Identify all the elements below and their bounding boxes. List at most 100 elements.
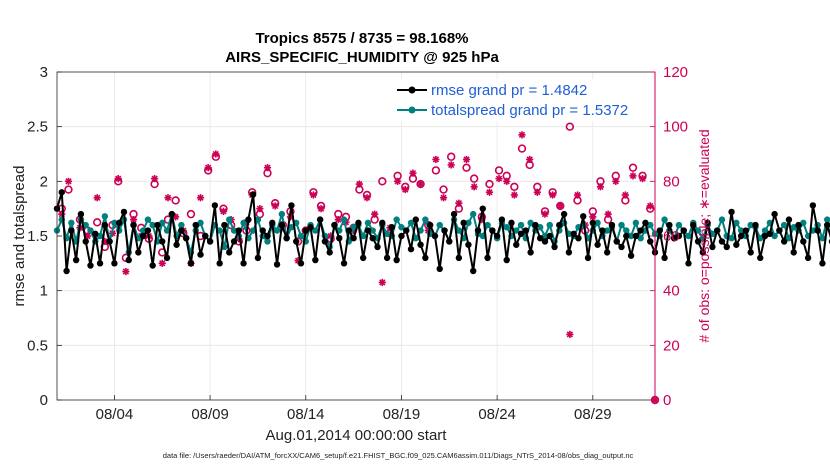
rmse-point bbox=[656, 227, 663, 234]
totalspread-point bbox=[249, 227, 257, 234]
totalspread-point bbox=[503, 224, 510, 231]
totalspread-point bbox=[623, 227, 630, 234]
obs-evaluated-point bbox=[212, 150, 220, 158]
obs-evaluated-point bbox=[566, 330, 574, 338]
rmse-point bbox=[680, 227, 687, 234]
totalspread-point bbox=[96, 232, 104, 240]
y2-tick-label: 40 bbox=[663, 283, 680, 300]
obs-evaluated-point bbox=[455, 199, 463, 207]
rmse-point bbox=[135, 249, 142, 256]
obs-evaluated-point bbox=[510, 191, 518, 199]
obs-evaluated-point bbox=[470, 183, 478, 191]
y2-tick-label: 0 bbox=[663, 392, 671, 409]
legend-totalspread-label: totalspread grand pr = 1.5372 bbox=[431, 102, 628, 119]
obs-evaluated-point bbox=[363, 194, 371, 202]
rmse-point bbox=[192, 221, 199, 229]
rmse-point bbox=[446, 238, 453, 245]
totalspread-point bbox=[675, 221, 683, 229]
legend-rmse-label: rmse grand pr = 1.4842 bbox=[431, 82, 587, 99]
totalspread-point bbox=[159, 219, 166, 227]
totalspread-point bbox=[618, 221, 625, 229]
rmse-point bbox=[154, 221, 161, 229]
obs-possible-point bbox=[565, 122, 575, 131]
obs-possible-point bbox=[485, 179, 494, 189]
obs-possible-point bbox=[510, 182, 519, 192]
rmse-point bbox=[565, 249, 573, 256]
rmse-point bbox=[101, 221, 109, 229]
rmse-point bbox=[690, 221, 697, 229]
rmse-point bbox=[412, 216, 419, 223]
y-tick-label: 0.5 bbox=[27, 337, 48, 354]
obs-evaluated-point bbox=[629, 172, 637, 180]
rmse-point bbox=[149, 262, 156, 269]
totalspread-point bbox=[288, 224, 295, 231]
totalspread-point bbox=[230, 227, 238, 234]
rmse-point bbox=[465, 241, 472, 248]
rmse-point bbox=[608, 221, 616, 229]
rmse-point bbox=[96, 260, 104, 267]
rmse-point bbox=[316, 216, 324, 223]
rmse-point bbox=[713, 227, 721, 234]
obs-evaluated-point bbox=[604, 210, 612, 218]
rmse-point bbox=[173, 241, 180, 248]
rmse-point bbox=[603, 249, 611, 256]
rmse-point bbox=[819, 260, 826, 267]
rmse-point bbox=[350, 234, 357, 242]
totalspread-point bbox=[761, 227, 769, 234]
obs-evaluated-point bbox=[573, 191, 582, 199]
rmse-point bbox=[182, 234, 190, 242]
rmse-point bbox=[340, 260, 348, 267]
rmse-point bbox=[613, 238, 620, 245]
obs-possible-point bbox=[469, 174, 479, 183]
totalspread-point bbox=[685, 232, 692, 240]
obs-evaluated-point bbox=[416, 180, 425, 188]
rmse-point bbox=[92, 230, 99, 238]
rmse-point bbox=[685, 260, 692, 267]
obs-possible-point bbox=[462, 163, 471, 172]
obs-evaluated-point bbox=[503, 177, 511, 185]
rmse-point bbox=[230, 238, 238, 245]
totalspread-point bbox=[747, 221, 754, 229]
rmse-point bbox=[106, 238, 113, 245]
rmse-point bbox=[709, 243, 716, 251]
rmse-point bbox=[63, 267, 70, 275]
rmse-point bbox=[288, 202, 295, 209]
rmse-point bbox=[694, 238, 702, 245]
rmse-point bbox=[814, 227, 821, 234]
rmse-point bbox=[498, 216, 506, 223]
right-y-axis: 0 20 40 60 80 100 120 bbox=[650, 64, 688, 409]
rmse-point bbox=[302, 227, 309, 234]
rmse-point bbox=[575, 234, 582, 242]
y-tick-label: 3 bbox=[40, 64, 48, 81]
totalspread-point bbox=[68, 219, 75, 227]
obs-evaluated-point bbox=[447, 161, 455, 169]
rmse-point bbox=[206, 238, 214, 245]
rmse-point bbox=[670, 234, 678, 242]
totalspread-point bbox=[824, 216, 830, 223]
totalspread-point bbox=[647, 221, 654, 229]
rmse-point bbox=[379, 219, 386, 227]
totalspread-point bbox=[536, 224, 544, 231]
obs-evaluated-point bbox=[495, 175, 503, 183]
totalspread-point bbox=[350, 224, 357, 231]
rmse-point bbox=[484, 254, 491, 262]
rmse-point bbox=[422, 254, 429, 262]
x-axis-label: Aug.01,2014 00:00:00 start bbox=[266, 427, 448, 444]
rmse-point bbox=[187, 260, 195, 267]
rmse-point bbox=[541, 238, 549, 245]
rmse-point bbox=[278, 221, 286, 229]
obs-evaluated-point bbox=[409, 169, 417, 177]
obs-possible-point bbox=[439, 185, 448, 194]
rmse-point bbox=[254, 254, 262, 262]
obs-evaluated-point bbox=[158, 259, 166, 267]
obs-evaluated-point bbox=[394, 177, 402, 185]
x-axis: 08/04 08/09 08/14 08/19 08/24 08/29 bbox=[96, 395, 612, 423]
rmse-point bbox=[795, 221, 802, 229]
rmse-point bbox=[407, 245, 415, 253]
rmse-point bbox=[364, 227, 372, 234]
totalspread-point bbox=[226, 216, 233, 223]
totalspread-point bbox=[111, 219, 118, 227]
rmse-point bbox=[111, 260, 118, 267]
y-tick-label: 2 bbox=[40, 173, 48, 190]
